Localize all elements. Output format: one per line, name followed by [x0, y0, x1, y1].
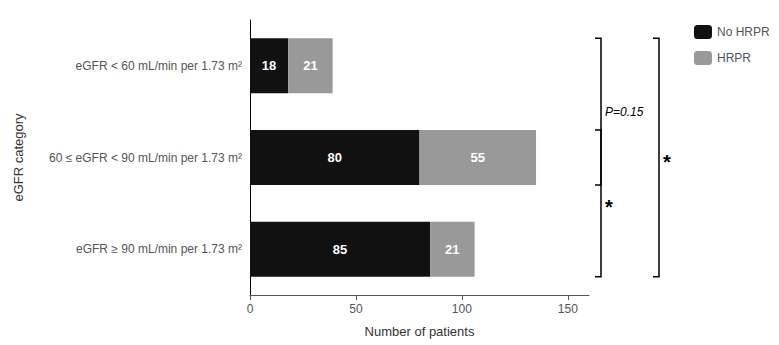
svg-text:Number of patients: Number of patients — [365, 324, 475, 339]
svg-text:*: * — [663, 151, 671, 173]
svg-text:60 ≤ eGFR < 90 mL/min per 1.73: 60 ≤ eGFR < 90 mL/min per 1.73 m² — [49, 151, 242, 165]
svg-text:eGFR < 60 mL/min per 1.73 m²: eGFR < 60 mL/min per 1.73 m² — [76, 59, 242, 73]
svg-text:21: 21 — [303, 58, 317, 73]
svg-text:18: 18 — [262, 58, 276, 73]
svg-text:eGFR category: eGFR category — [11, 113, 26, 202]
svg-text:150: 150 — [558, 302, 578, 316]
svg-text:21: 21 — [445, 242, 459, 257]
svg-text:50: 50 — [349, 302, 363, 316]
svg-text:0: 0 — [247, 302, 254, 316]
svg-text:*: * — [605, 196, 613, 218]
svg-text:HRPR: HRPR — [717, 51, 751, 65]
svg-text:85: 85 — [333, 242, 347, 257]
svg-text:eGFR ≥ 90 mL/min per 1.73 m²: eGFR ≥ 90 mL/min per 1.73 m² — [76, 242, 242, 256]
svg-text:100: 100 — [452, 302, 472, 316]
svg-text:P=0.15: P=0.15 — [605, 105, 644, 119]
svg-text:55: 55 — [471, 150, 485, 165]
svg-text:No HRPR: No HRPR — [717, 25, 770, 39]
svg-text:80: 80 — [328, 150, 342, 165]
